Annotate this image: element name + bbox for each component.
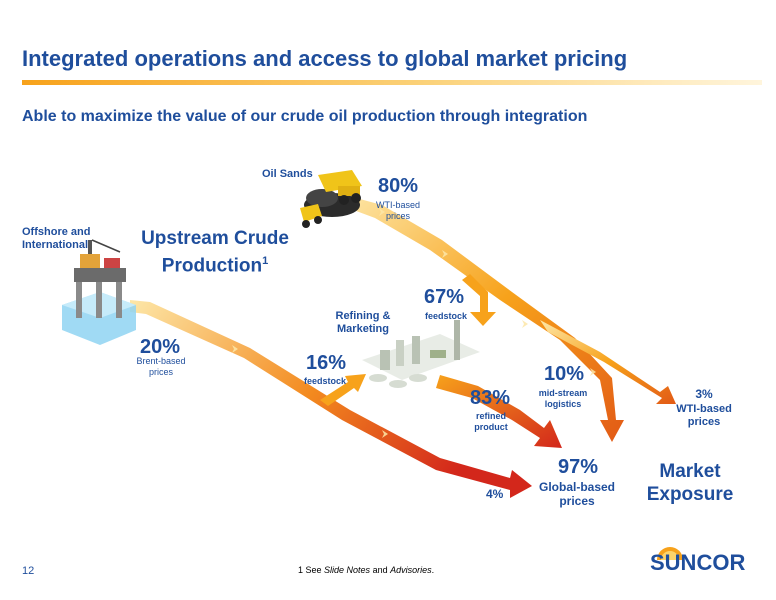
wti-3-branch-arrow [540,320,676,404]
slide-title: Integrated operations and access to glob… [22,46,628,71]
footnote-slide-notes: Slide Notes [324,565,371,575]
slide-subtitle: Able to maximize the value of our crude … [22,108,588,125]
footnote-and: and [370,565,391,575]
suncor-sun-icon [657,547,683,560]
flow-chevrons [232,208,596,438]
global-97-desc: Global-based prices [538,480,615,508]
wti-3-percent: 3% [695,387,713,401]
midstream-10-percent: 10% [544,363,585,385]
global-97-percent: 97% [558,456,599,478]
upstream-crude-label: Upstream Crude Production1 [130,227,300,277]
footnote-suffix: . [431,565,435,575]
wti-80-desc: WTI-based prices [375,200,420,221]
footnote-prefix: 1 See [298,565,325,575]
suncor-logo: SUNCOR [650,550,746,575]
footnote: 1 See Slide Notes and Advisories. [298,565,434,575]
feedstock-16-percent: 16% [306,352,347,374]
refinery-icon [362,320,480,388]
refined-83-percent: 83% [470,387,511,409]
offshore-label: Offshore and International [22,226,91,251]
brent-20-desc: Brent-based prices [136,356,186,377]
haul-truck-icon [300,170,362,228]
feedstock-16-desc: feedstock [303,376,347,386]
refined-83-desc: refined product [474,411,508,432]
brent-20-percent: 20% [140,336,181,358]
feedstock-67-percent: 67% [424,286,465,308]
offshore-platform-icon [62,239,136,345]
feedstock-67-arrow [462,274,496,326]
refined-product-arrow [436,375,562,448]
upstream-footnote-marker: 1 [262,255,269,267]
oil-sands-label: Oil Sands [262,168,313,180]
global-4-percent: 4% [486,487,504,501]
upstream-crude-text: Upstream Crude Production [141,228,289,277]
wti-3-desc: WTI-based prices [676,403,732,428]
midstream-10-desc: mid-stream logistics [538,388,588,409]
page-number: 12 [22,565,35,577]
refining-marketing-label: Refining & Marketing [335,310,391,335]
title-divider [22,80,762,85]
wti-80-percent: 80% [378,175,419,197]
feedstock-16-arrow [320,374,366,406]
feedstock-67-desc: feedstock [424,311,468,321]
market-exposure-label: Market Exposure [646,461,734,505]
footnote-advisories: Advisories [390,565,432,575]
